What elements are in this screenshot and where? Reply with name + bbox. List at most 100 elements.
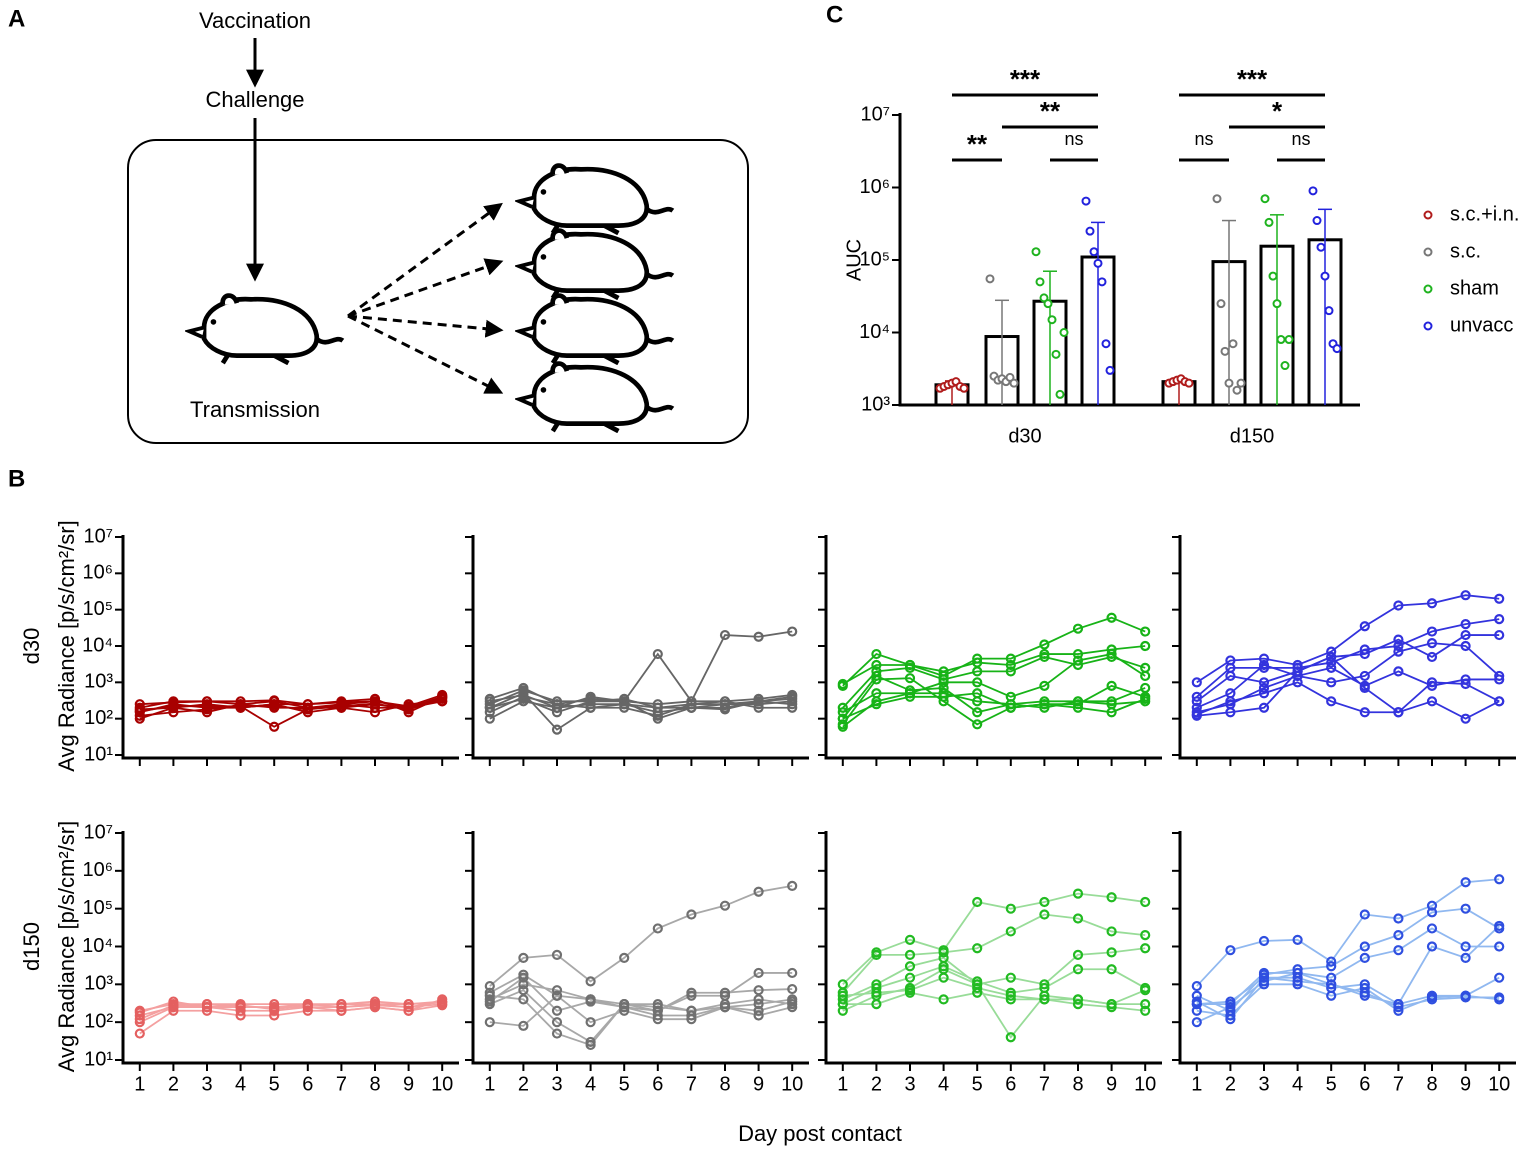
- data-point: [1106, 947, 1117, 958]
- data-point: [719, 696, 731, 707]
- data-point: [201, 1005, 213, 1016]
- data-point: [938, 994, 949, 1005]
- data-point: [551, 990, 563, 1001]
- data-point: [938, 972, 949, 983]
- data-point: [1258, 702, 1270, 713]
- row-label: d150: [19, 922, 44, 971]
- data-point: [972, 666, 983, 677]
- data-point: [972, 677, 983, 688]
- x-tick-label: 7: [336, 1073, 347, 1095]
- data-point: [302, 704, 313, 715]
- data-point: [484, 980, 495, 992]
- data-point: [1460, 877, 1471, 888]
- x-tick-label: 7: [1039, 1073, 1050, 1095]
- series-line: [842, 947, 1146, 1001]
- x-tick-label: 8: [1426, 1073, 1437, 1095]
- data-point: [1106, 892, 1117, 903]
- x-tick-label: 5: [619, 1073, 630, 1095]
- y-tick-label: 10²: [84, 707, 113, 729]
- y-tick-label: 10⁷: [861, 103, 890, 125]
- data-point: [201, 707, 213, 718]
- data-point: [1393, 600, 1404, 611]
- data-point: [972, 653, 983, 664]
- series-line: [1196, 925, 1500, 1006]
- data-point: [1212, 194, 1222, 204]
- data-point: [1494, 629, 1505, 641]
- data-point: [1039, 651, 1050, 663]
- data-point: [1225, 945, 1236, 956]
- data-point: [1393, 1002, 1404, 1013]
- significance-label: **: [967, 129, 988, 159]
- data-point: [1426, 677, 1438, 688]
- series-line: [489, 994, 793, 1046]
- data-point: [972, 896, 983, 908]
- x-tick-label: 4: [235, 1073, 246, 1095]
- data-point: [585, 976, 596, 987]
- data-point: [837, 707, 848, 718]
- significance-label: ns: [1291, 129, 1310, 149]
- data-point: [938, 947, 949, 958]
- series-line: [489, 885, 793, 987]
- y-tick-label: 10⁵: [82, 897, 113, 919]
- x-tick-label: 10: [781, 1073, 803, 1095]
- series-line: [1196, 666, 1500, 714]
- y-tick-label: 10⁶: [860, 176, 890, 198]
- x-tick-label: 6: [302, 1073, 313, 1095]
- data-point: [369, 996, 381, 1007]
- data-point: [1140, 930, 1151, 941]
- data-point: [484, 994, 495, 1005]
- data-point: [1426, 680, 1438, 691]
- data-point: [1258, 682, 1270, 694]
- data-point: [938, 691, 949, 702]
- series-line: [1196, 972, 1500, 1023]
- data-point: [1359, 644, 1370, 655]
- data-point: [269, 695, 280, 706]
- data-point: [1393, 666, 1404, 677]
- data-point: [871, 949, 882, 960]
- data-point: [235, 1005, 246, 1016]
- data-point: [1106, 964, 1117, 975]
- data-point: [904, 961, 916, 972]
- data-point: [585, 696, 596, 707]
- data-point: [369, 698, 381, 709]
- panel-letter: C: [826, 1, 843, 28]
- x-tick-label: 9: [1106, 1073, 1117, 1095]
- data-point: [1494, 674, 1505, 685]
- data-point: [972, 688, 983, 699]
- data-point: [1005, 972, 1016, 983]
- data-point: [551, 724, 563, 735]
- data-point: [1324, 306, 1334, 316]
- data-point: [403, 701, 414, 712]
- y-tick-label: 10¹: [84, 743, 113, 765]
- data-point: [1426, 696, 1438, 707]
- data-point: [235, 1000, 246, 1011]
- data-point: [1140, 943, 1151, 954]
- data-point: [1140, 640, 1151, 652]
- data-point: [1228, 339, 1238, 349]
- data-point: [1039, 896, 1050, 908]
- mouse-icon: [189, 296, 343, 364]
- data-point: [904, 691, 916, 702]
- data-point: [1276, 335, 1286, 345]
- data-point: [551, 1017, 563, 1028]
- row-label: d30: [19, 628, 44, 665]
- data-point: [753, 702, 764, 713]
- x-tick-label: 2: [1225, 1073, 1236, 1095]
- data-point: [1292, 972, 1303, 983]
- legend-marker: [1423, 284, 1433, 294]
- data-point: [1072, 648, 1084, 660]
- data-point: [168, 701, 179, 712]
- data-point: [686, 702, 697, 713]
- data-point: [938, 677, 949, 688]
- data-point: [1005, 702, 1016, 713]
- data-point: [585, 1017, 596, 1028]
- data-point: [518, 952, 529, 963]
- data-point: [1059, 328, 1069, 337]
- data-point: [1191, 1005, 1202, 1016]
- data-point: [871, 987, 882, 998]
- x-tick-label: 1: [837, 1073, 848, 1095]
- data-point: [168, 707, 179, 718]
- data-point: [1460, 952, 1471, 963]
- series-line: [489, 697, 793, 714]
- x-tick-label: 10: [431, 1073, 453, 1095]
